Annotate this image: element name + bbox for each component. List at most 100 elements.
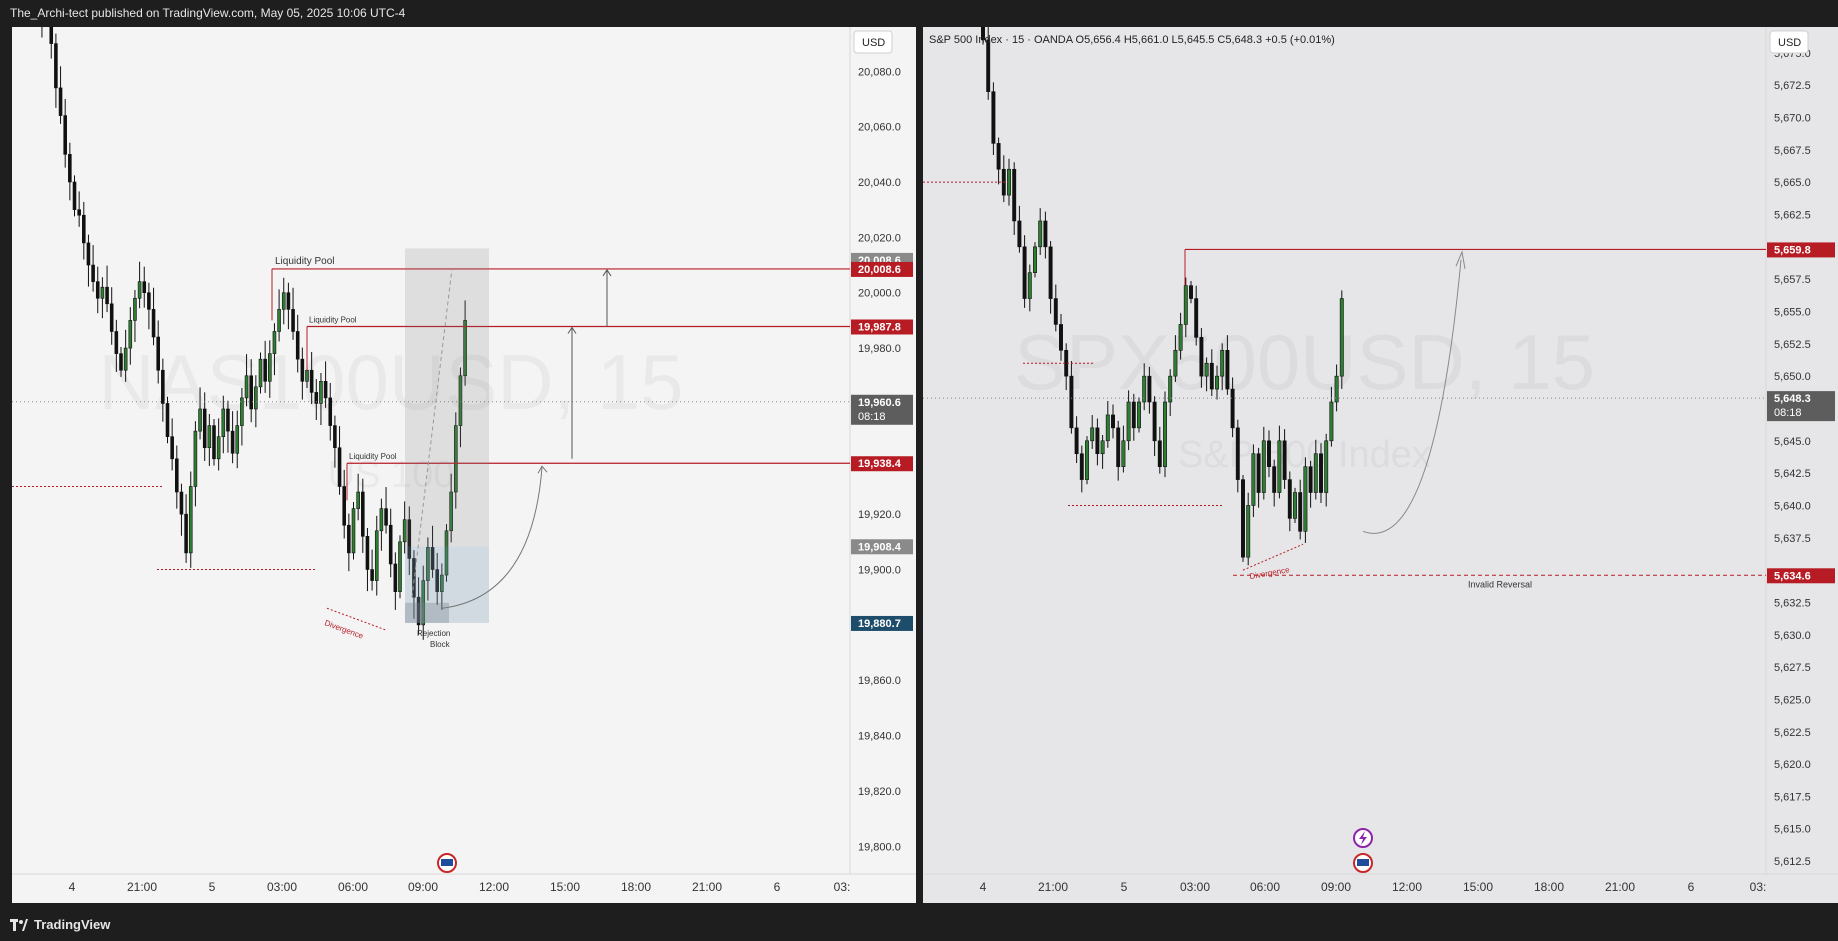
y-tick-label: 5,612.5 [1774,856,1811,868]
price-label-text: 19,960.6 [858,397,901,409]
y-tick-label: 5,625.0 [1774,694,1811,706]
candle-body [216,436,221,460]
candle-body [1225,349,1230,390]
candle-body [114,331,119,354]
price-label-box [851,539,913,555]
candle-body [361,491,365,537]
annotation-label: Divergence [323,618,365,640]
candle-body [981,27,985,41]
candle-body [347,524,351,554]
candle-body [1022,246,1027,299]
candle-body [416,596,421,626]
y-tick-label: 5,622.5 [1774,727,1811,739]
candle-body [1137,401,1141,429]
spx500-chart-svg[interactable]: SPX500USD, 15S&P 500 Index5,675.05,672.5… [923,27,1838,903]
footer-brand: TradingView [34,917,111,932]
candle-body [258,358,263,388]
chart-panel-nas100[interactable]: NAS100USD, 15 US 100 20,080.0 20,060.0 20,04… [12,27,916,903]
candle-body [291,309,295,332]
y-tick-label: 5,642.5 [1774,468,1811,480]
nas100-chart-svg[interactable]: NAS100USD, 15 US 100 20,080.0 20,060.0 20,04… [12,27,916,903]
candle-body [1017,220,1022,248]
divergence-line [326,607,388,631]
price-label-text: 5,634.6 [1774,570,1811,582]
candle-body [198,408,202,432]
candle-body [1261,440,1266,493]
candle-body [1038,220,1043,248]
candle-body [1027,272,1032,299]
candle-body [991,91,996,144]
candle-body [58,87,63,116]
price-label-box [851,456,913,472]
y-tick-label: 5,630.0 [1774,630,1811,642]
price-label-box [1767,568,1835,584]
candle-body [1126,401,1131,442]
candle-body [147,292,151,310]
candle-body [435,569,439,592]
price-label-text: 19,987.8 [858,321,901,333]
y-tick-label: 20,000.0 [858,288,901,300]
annotation-label: Liquidity Pool [275,256,334,267]
chart-panel-spx500[interactable]: SPX500USD, 15 S&P 500 Index 5,675.0 5,672.5… [923,27,1838,903]
us-flag-event-icon-inner [441,859,453,866]
target-arrowhead-2 [567,326,577,334]
candle-body [1178,324,1183,351]
price-label-text: 5,659.8 [1774,244,1811,256]
candle-body [105,286,109,305]
candle-body [426,547,430,581]
candle-body [300,358,305,382]
candle-body [277,309,281,332]
y-tick-label: 5,652.5 [1774,339,1811,351]
candle-body [1121,440,1126,467]
candle-body [356,491,360,509]
chart-watermark: NAS100USD, 15 [98,338,683,426]
candle-body [1308,466,1313,493]
x-tick-label: 6 [1688,880,1695,894]
x-tick-label: 03:00 [1180,880,1210,894]
candle-body [175,458,179,493]
y-tick-label: 5,670.0 [1774,113,1811,125]
spx500-ohlc-header: S&P 500 Index · 15 · OANDA O5,656.4 H5,6… [929,34,1335,46]
y-tick-label: 5,650.0 [1774,371,1811,383]
currency-label: USD [862,37,885,49]
candle-body [165,403,170,437]
candle-body [82,214,86,244]
y-tick-label: 20,040.0 [858,177,901,189]
candle-body [156,336,160,371]
price-label-box [851,319,913,335]
y-tick-label: 5,640.0 [1774,500,1811,512]
candle-body [268,353,272,382]
candle-body [1293,492,1297,519]
projection-curve-spx [1362,259,1462,534]
x-tick-label: 4 [980,880,987,894]
candle-body [286,292,291,310]
candle-body [1105,414,1110,442]
candle-body [440,574,444,592]
candle-body [1282,440,1287,480]
candle-body [1241,479,1245,558]
x-tick-label: 03: [834,880,851,894]
candle-body [454,425,458,493]
range-box [405,248,489,547]
candle-body [207,425,212,449]
candle-body [1313,453,1318,493]
candle-body [188,486,193,554]
candle-body [393,563,398,592]
candle-body [458,375,463,426]
projection-arrowhead-spx [1455,250,1466,269]
candle-body [137,281,142,299]
candle-body [996,143,1001,170]
candle-body [184,513,188,554]
candle-body [1287,479,1292,519]
footer-logo[interactable]: TradingView [0,910,110,939]
annotation-label: Rejection [417,629,450,638]
x-tick-label: 12:00 [479,880,509,894]
candle-body [1085,440,1089,480]
candle-body [342,486,346,526]
candle-body [1163,401,1167,467]
x-tick-label: 6 [774,880,781,894]
candle-body [281,292,286,310]
panel-divider[interactable] [916,27,923,903]
candle-body [128,320,133,349]
candle-body [100,286,105,299]
